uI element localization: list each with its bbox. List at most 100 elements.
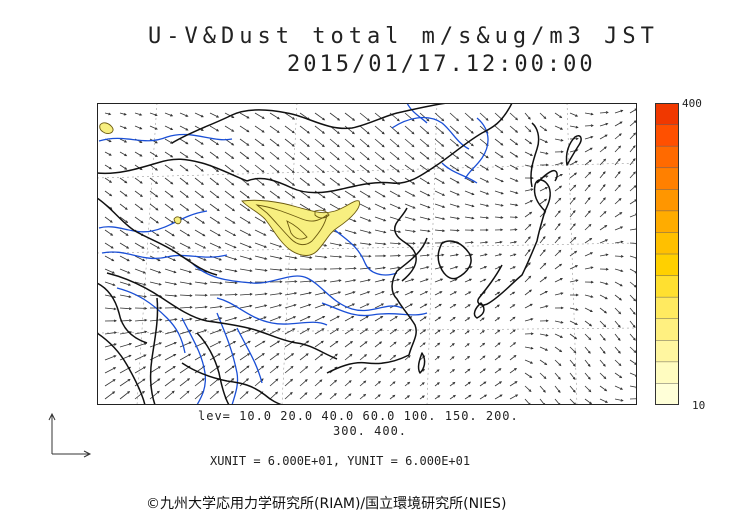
wind-arrow	[374, 112, 385, 122]
wind-arrow	[404, 291, 414, 296]
graticule-line	[281, 103, 298, 405]
wind-arrow	[374, 266, 386, 270]
wind-arrow	[254, 268, 268, 272]
wind-arrow	[179, 216, 190, 224]
wind-arrow	[584, 184, 591, 192]
wind-arrow	[569, 333, 578, 340]
wind-arrow	[269, 255, 283, 260]
wind-arrow	[524, 372, 533, 378]
wind-arrow	[569, 184, 577, 192]
wind-arrow	[209, 390, 220, 400]
wind-arrow	[284, 291, 298, 296]
wind-arrow	[389, 367, 396, 374]
wind-arrow	[164, 378, 176, 387]
wind-arrow	[119, 378, 131, 387]
wind-arrow	[539, 163, 549, 167]
wind-arrow	[224, 164, 235, 173]
wind-arrow	[344, 242, 357, 246]
wind-arrow	[374, 380, 381, 387]
wind-arrow	[209, 216, 221, 224]
dust-wind-map	[97, 103, 637, 405]
wind-arrow	[239, 203, 251, 212]
wind-arrow	[194, 305, 208, 309]
wind-arrow	[524, 188, 534, 192]
wind-arrow	[389, 328, 398, 335]
wind-arrow	[299, 164, 310, 174]
wind-arrow	[344, 366, 353, 374]
wind-arrow	[449, 291, 457, 296]
wind-arrow	[269, 280, 283, 284]
wind-arrow	[359, 190, 371, 198]
wind-arrow	[449, 203, 460, 208]
wind-arrow	[434, 177, 445, 184]
wind-arrow	[314, 177, 326, 186]
wind-arrow	[374, 354, 382, 361]
wind-arrow	[299, 315, 311, 322]
wind-arrow	[419, 112, 430, 122]
wind-arrow	[404, 138, 415, 148]
colorbar-segment	[655, 254, 679, 277]
wind-arrow	[194, 378, 205, 387]
wind-arrow	[239, 391, 249, 400]
wind-arrow	[539, 187, 548, 192]
wind-arrow	[224, 365, 235, 374]
wind-arrow	[554, 150, 564, 154]
wind-arrow	[224, 378, 235, 387]
wind-arrow	[569, 172, 578, 179]
wind-arrow	[539, 198, 548, 205]
wind-arrow	[494, 355, 502, 361]
wind-arrow	[509, 190, 519, 195]
wind-arrow	[524, 346, 534, 350]
wind-arrow	[629, 185, 637, 192]
wind-arrow	[449, 177, 460, 184]
wind-arrow	[599, 146, 607, 153]
wind-arrow	[464, 203, 475, 208]
wind-arrow	[209, 203, 220, 212]
wind-arrow	[494, 394, 503, 400]
wind-arrow	[464, 278, 473, 283]
wind-arrow	[569, 125, 579, 129]
wind-arrow	[239, 378, 250, 387]
wind-arrow	[404, 125, 415, 135]
wind-arrow	[524, 275, 532, 283]
wind-arrow	[149, 190, 159, 198]
wind-arrow	[359, 125, 370, 135]
wind-arrow	[314, 392, 323, 400]
wind-arrow	[539, 262, 547, 270]
wind-arrow	[314, 366, 323, 374]
wind-arrow	[524, 112, 531, 120]
wind-arrow	[209, 138, 220, 146]
wind-arrow	[104, 319, 117, 323]
wind-arrow	[554, 346, 563, 353]
wind-arrow	[344, 255, 357, 258]
wind-arrow	[599, 359, 606, 367]
wind-arrow	[524, 138, 533, 145]
wind-arrow	[119, 268, 131, 274]
wind-arrow	[224, 177, 235, 186]
wind-arrow	[269, 151, 280, 160]
wind-arrow	[524, 303, 533, 309]
wind-arrow	[434, 203, 446, 208]
wind-arrow	[374, 229, 387, 234]
wind-arrow	[539, 276, 548, 283]
wind-arrow	[539, 290, 548, 296]
wind-arrow	[584, 159, 592, 166]
wind-arrow	[239, 268, 253, 273]
wind-arrow	[239, 112, 250, 119]
wind-arrow	[149, 112, 158, 117]
wind-arrow	[584, 252, 594, 257]
wind-arrow	[509, 279, 516, 283]
wind-arrow	[434, 278, 444, 283]
wind-arrow	[134, 203, 144, 211]
wind-arrow	[479, 177, 490, 183]
wind-arrow	[224, 216, 236, 224]
wind-arrow	[284, 151, 295, 161]
wind-arrow	[104, 307, 117, 311]
wind-arrow	[239, 242, 252, 249]
wind-arrow	[344, 190, 356, 198]
wind-arrow	[164, 125, 174, 131]
wind-arrow	[269, 304, 283, 309]
wind-arrow	[359, 151, 370, 161]
wind-arrow	[524, 200, 534, 205]
wind-arrow	[194, 177, 204, 186]
